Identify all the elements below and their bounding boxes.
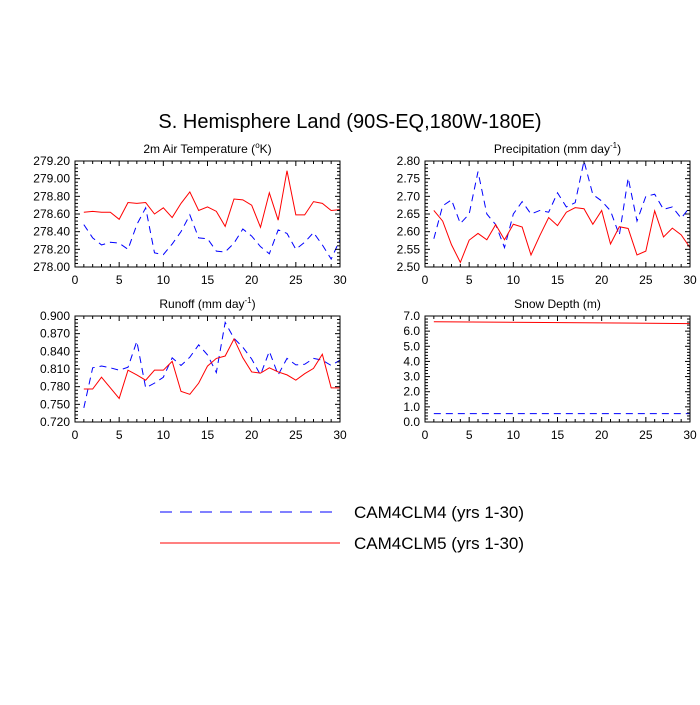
snow-depth-xtick-label: 15 [551,428,565,442]
air-temperature-xtick-label: 10 [157,273,171,287]
runoff-series-group [83,321,340,408]
air-temperature-ytick-label: 279.00 [33,172,70,186]
runoff-ytick-label: 0.720 [40,415,70,429]
snow-depth-xtick-label: 25 [639,428,653,442]
snow-depth-series-group [433,321,690,415]
precipitation-title-tail: ) [617,142,621,156]
air-temperature-series-clm4-line [83,206,340,261]
air-temperature-xtick-label: 0 [72,273,79,287]
panel-precipitation: Precipitation (mm day-1) 0 5 10 15 20 25 30 2.50… [397,141,697,287]
air-temperature-ytick-label: 279.20 [33,154,70,168]
air-temperature-ytick-label: 278.80 [33,189,70,203]
air-temperature-xtick-label: 25 [289,273,303,287]
snow-depth-ytick-label: 5.0 [403,339,420,353]
page-title: S. Hemisphere Land (90S-EQ,180W-180E) [158,111,541,133]
snow-depth-xtick-label: 5 [466,428,473,442]
precipitation-xtick-label: 0 [422,273,429,287]
air-temperature-xtick-label: 30 [333,273,347,287]
runoff-ytick-label: 0.810 [40,362,70,376]
panel-snow-depth: Snow Depth (m) 0 5 10 15 20 25 30 0.01.02.03.0 4.… [403,297,697,442]
precipitation-series-group [433,161,690,264]
air-temperature-series-group [83,170,340,261]
precipitation-ytick-label: 2.60 [397,225,421,239]
legend: CAM4CLM4 (yrs 1-30) CAM4CLM5 (yrs 1-30) [160,503,524,553]
precipitation-title-main: Precipitation (mm day [494,142,610,156]
runoff-title-tail: ) [252,297,256,311]
air-temperature-ytick-label: 278.40 [33,225,70,239]
air-temperature-series-clm5-line [83,170,340,229]
runoff-xtick-label: 15 [201,428,215,442]
air-temperature-title-main: 2m Air Temperature ( [143,142,255,156]
runoff-ytick-label: 0.780 [40,380,70,394]
runoff-xtick-label: 5 [116,428,123,442]
snow-depth-ytick-label: 6.0 [403,324,420,338]
precipitation-ytick-label: 2.50 [397,260,421,274]
snow-depth-xtick-label: 20 [595,428,609,442]
snow-depth-xtick-label: 10 [507,428,521,442]
precipitation-title-superscript: -1 [610,141,618,150]
snow-depth-ytick-label: 3.0 [403,370,420,384]
runoff-xtick-label: 25 [289,428,303,442]
runoff-ytick-label: 0.900 [40,309,70,323]
air-temperature-xtick-label: 5 [116,273,123,287]
air-temperature-title: 2m Air Temperature (oK) [143,141,271,156]
runoff-title-main: Runoff (mm day [159,297,244,311]
air-temperature-ytick-label: 278.00 [33,260,70,274]
runoff-xtick-label: 0 [72,428,79,442]
snow-depth-xtick-label: 30 [683,428,697,442]
legend-label-clm5: CAM4CLM5 (yrs 1-30) [354,534,524,553]
snow-depth-ytick-label: 1.0 [403,400,420,414]
runoff-series-clm4-line [83,321,340,408]
snow-depth-series-clm5-line [433,321,690,325]
precipitation-xtick-label: 20 [595,273,609,287]
precipitation-xtick-label: 25 [639,273,653,287]
precipitation-ytick-label: 2.80 [397,154,421,168]
air-temperature-ytick-label: 278.20 [33,242,70,256]
snow-depth-xtick-label: 0 [422,428,429,442]
snow-depth-ytick-label: 2.0 [403,385,420,399]
precipitation-xtick-label: 15 [551,273,565,287]
runoff-series-clm5-line [83,337,340,400]
snow-depth-title: Snow Depth (m) [514,297,601,311]
air-temperature-title-superscript: o [255,141,260,150]
air-temperature-xtick-label: 15 [201,273,215,287]
runoff-xtick-label: 20 [245,428,259,442]
runoff-xtick-label: 10 [157,428,171,442]
air-temperature-frame [74,160,341,268]
precipitation-xtick-label: 10 [507,273,521,287]
precipitation-xtick-label: 30 [683,273,697,287]
panel-air-temperature: 2m Air Temperature (oK) 0 5 10 15 20 25 30 278.0… [33,141,347,287]
air-temperature-ytick-label: 278.60 [33,207,70,221]
precipitation-xtick-label: 5 [466,273,473,287]
precipitation-series-clm4-line [433,161,690,250]
legend-label-clm4: CAM4CLM4 (yrs 1-30) [354,503,524,522]
precipitation-ytick-label: 2.75 [397,172,421,186]
snow-depth-title-main: Snow Depth (m) [514,297,601,311]
runoff-xtick-label: 30 [333,428,347,442]
snow-depth-ytick-label: 4.0 [403,354,420,368]
precipitation-title: Precipitation (mm day-1) [494,141,621,156]
snow-depth-frame [424,315,691,423]
panel-runoff: Runoff (mm day-1) 0 5 10 15 20 25 30 0.720 0.750 0… [40,296,347,442]
precipitation-series-clm5-line [433,207,690,264]
precipitation-ytick-label: 2.65 [397,207,421,221]
snow-depth-ytick-label: 7.0 [403,309,420,323]
air-temperature-title-tail: K) [260,142,272,156]
runoff-title-superscript: -1 [245,296,253,305]
runoff-ytick-label: 0.840 [40,344,70,358]
air-temperature-xtick-label: 20 [245,273,259,287]
runoff-title: Runoff (mm day-1) [159,296,255,311]
precipitation-ytick-label: 2.70 [397,189,421,203]
runoff-ytick-label: 0.750 [40,397,70,411]
snow-depth-ytick-label: 0.0 [403,415,420,429]
precipitation-ytick-label: 2.55 [397,242,421,256]
runoff-ytick-label: 0.870 [40,327,70,341]
